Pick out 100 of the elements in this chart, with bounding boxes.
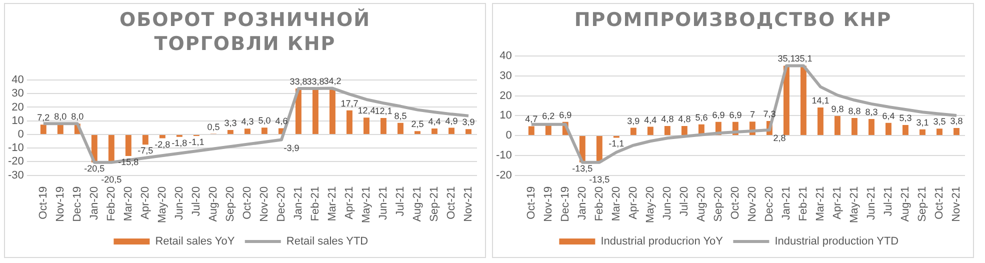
x-tick-label: Jan-21 bbox=[292, 186, 304, 220]
bar bbox=[448, 128, 454, 134]
data-label: 6,9 bbox=[712, 110, 725, 120]
x-tick-label: Jun-20 bbox=[661, 186, 674, 220]
x-tick-label: Dec-19 bbox=[559, 186, 572, 222]
y-tick-label: 10 bbox=[500, 110, 512, 122]
data-label: -20,5 bbox=[101, 174, 122, 184]
data-label: 12,1 bbox=[374, 106, 392, 116]
data-label: -1,1 bbox=[608, 138, 624, 149]
data-label: 3,1 bbox=[916, 117, 929, 128]
x-tick-label: Nov-21 bbox=[950, 186, 963, 222]
x-tick-label: Jun-21 bbox=[378, 186, 390, 220]
data-label: 2,8 bbox=[773, 132, 786, 143]
x-tick-label: Aug-20 bbox=[207, 186, 220, 222]
bar bbox=[40, 124, 46, 134]
bar bbox=[920, 129, 926, 136]
y-tick-label: 40 bbox=[500, 50, 512, 62]
x-tick-label: Oct-20 bbox=[241, 186, 254, 220]
bar bbox=[902, 125, 908, 136]
bar bbox=[414, 131, 420, 134]
data-label: 4,4 bbox=[428, 116, 441, 126]
bar bbox=[312, 88, 318, 134]
x-tick-label: Mar-20 bbox=[610, 186, 622, 222]
y-tick-label: -10 bbox=[496, 149, 512, 162]
data-label: 3,3 bbox=[224, 118, 237, 128]
x-tick-label: Jul-20 bbox=[190, 186, 202, 216]
data-label: 5,6 bbox=[695, 112, 708, 122]
x-tick-label: Sep-20 bbox=[224, 186, 236, 222]
bar bbox=[954, 128, 960, 136]
y-tick-label: -20 bbox=[496, 169, 512, 182]
data-label: 6,9 bbox=[559, 110, 572, 120]
x-tick-label: Apr-20 bbox=[139, 186, 152, 220]
legend-label: Retail sales YoY bbox=[155, 236, 236, 248]
x-tick-label: Jul-21 bbox=[394, 186, 407, 216]
bar bbox=[630, 128, 636, 136]
bar bbox=[596, 136, 602, 162]
data-label: -20,5 bbox=[84, 163, 105, 174]
data-label: 35,1 bbox=[778, 54, 796, 64]
x-tick-label: Nov-20 bbox=[746, 186, 758, 222]
data-label: 33,8 bbox=[290, 76, 308, 86]
bar bbox=[647, 126, 654, 136]
data-label: -13,5 bbox=[589, 174, 610, 184]
bar bbox=[886, 122, 892, 136]
y-tick-label: 20 bbox=[500, 90, 512, 102]
data-label: 35,1 bbox=[794, 54, 812, 64]
y-tick-label: 30 bbox=[12, 88, 24, 100]
x-tick-label: Feb-20 bbox=[105, 186, 118, 222]
x-tick-label: Nov-19 bbox=[54, 186, 66, 222]
bar bbox=[346, 110, 352, 134]
data-label: 8,5 bbox=[394, 110, 407, 121]
x-tick-label: Feb-20 bbox=[593, 186, 606, 222]
legend-label: Industrial producrion YoY bbox=[600, 236, 724, 248]
bar bbox=[261, 128, 268, 134]
data-label: 4,7 bbox=[525, 114, 538, 124]
bar bbox=[817, 108, 824, 136]
x-tick-label: Nov-20 bbox=[258, 186, 270, 222]
bar bbox=[800, 66, 806, 136]
data-label: 5,0 bbox=[258, 116, 271, 126]
data-label: 34,2 bbox=[324, 76, 342, 86]
x-tick-label: May-20 bbox=[644, 186, 656, 224]
data-label: 4,3 bbox=[241, 116, 254, 127]
data-label: 0,5 bbox=[207, 122, 220, 132]
x-tick-label: Mar-21 bbox=[326, 186, 338, 222]
x-tick-label: Jan-20 bbox=[576, 186, 588, 220]
y-tick-label: -20 bbox=[8, 156, 24, 168]
data-label: 5,3 bbox=[899, 112, 912, 123]
data-label: 3,9 bbox=[627, 116, 640, 126]
data-label: -3,9 bbox=[284, 142, 300, 153]
x-tick-label: Jun-20 bbox=[173, 186, 186, 220]
data-label: 12,4 bbox=[358, 106, 376, 116]
x-tick-label: Dec-19 bbox=[71, 186, 84, 222]
x-tick-label: Dec-20 bbox=[275, 186, 288, 222]
x-tick-label: May-21 bbox=[360, 186, 373, 224]
bar bbox=[159, 134, 166, 138]
data-label: 6,2 bbox=[542, 111, 555, 122]
x-tick-label: Sep-21 bbox=[428, 186, 441, 222]
x-tick-label: Jul-20 bbox=[678, 186, 690, 216]
data-label: 4,8 bbox=[678, 114, 691, 124]
y-tick-label: 20 bbox=[12, 101, 24, 114]
x-tick-label: Nov-21 bbox=[462, 186, 475, 222]
y-tick-label: 0 bbox=[506, 130, 512, 142]
x-tick-label: Apr-21 bbox=[344, 186, 356, 220]
bar bbox=[528, 126, 534, 136]
data-label: -2,8 bbox=[154, 139, 170, 150]
x-tick-label: May-20 bbox=[156, 186, 168, 224]
bar bbox=[380, 118, 386, 134]
bar bbox=[244, 128, 250, 134]
x-tick-label: Nov-19 bbox=[542, 186, 554, 222]
bar bbox=[329, 88, 336, 134]
data-label: 9,8 bbox=[831, 104, 844, 114]
bar bbox=[364, 118, 370, 134]
x-tick-label: Aug-20 bbox=[695, 186, 708, 222]
chart-title: ПРОМПРОИЗВОДСТВО КНР bbox=[574, 8, 892, 32]
x-tick-label: Oct-19 bbox=[37, 186, 50, 220]
data-label: -7,5 bbox=[138, 146, 154, 156]
data-label: 8,3 bbox=[865, 107, 878, 118]
data-label: 4,6 bbox=[275, 116, 288, 126]
data-label: 3,9 bbox=[462, 117, 475, 128]
data-label: -1,1 bbox=[188, 136, 204, 147]
data-label: 7,3 bbox=[763, 109, 776, 120]
